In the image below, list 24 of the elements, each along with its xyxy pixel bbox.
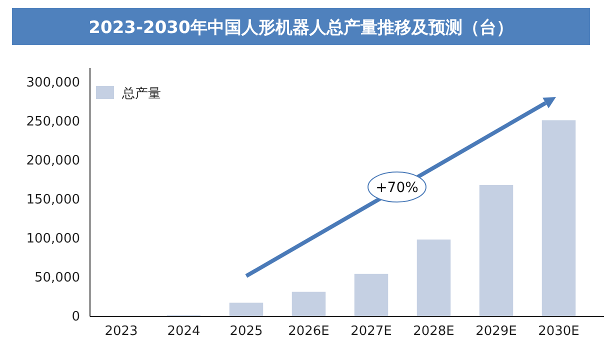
x-tick-label: 2030E — [538, 324, 580, 339]
y-tick-label: 50,000 — [34, 270, 80, 286]
bar — [229, 302, 264, 316]
y-tick-label: 250,000 — [26, 114, 80, 130]
y-tick-label: 150,000 — [26, 192, 80, 208]
bar — [416, 240, 451, 316]
x-tick-label: 2027E — [350, 324, 392, 339]
y-tick-label: 0 — [72, 310, 80, 324]
x-tick-label: 2026E — [288, 324, 330, 339]
x-tick-label: 2025 — [230, 324, 263, 339]
y-tick-label: 200,000 — [26, 154, 80, 168]
x-tick-label: 2024 — [167, 324, 200, 339]
x-tick-label: 2029E — [476, 324, 517, 339]
bar — [479, 184, 514, 316]
y-tick-label: 300,000 — [26, 76, 80, 90]
legend-label: 总产量 — [121, 86, 161, 102]
annotation: +70% — [376, 180, 418, 196]
x-tick-label: 2023 — [104, 324, 138, 339]
y-tick-label: 100,000 — [26, 232, 80, 246]
chart-title: 2023-2030年中国人形机器人总产量推移及预测（台） — [88, 18, 514, 38]
x-tick-label: 2028E — [413, 324, 454, 339]
bar — [354, 274, 388, 316]
bar — [292, 292, 326, 316]
bar — [542, 120, 576, 316]
